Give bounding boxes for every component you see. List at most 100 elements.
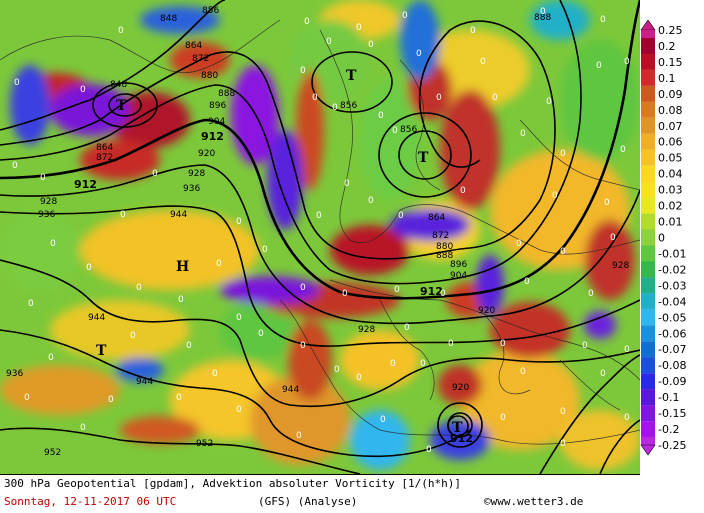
zero-marker: 0 — [448, 339, 454, 349]
legend-label: -0.1 — [658, 391, 679, 404]
contour-label: 872 — [432, 231, 449, 241]
legend-label: 0 — [658, 232, 665, 245]
pressure-centers: T T T H T T 912 — [96, 68, 473, 445]
zero-marker: 0 — [480, 57, 486, 67]
contour-label: 856 — [202, 6, 219, 16]
contour-label: 864 — [428, 213, 445, 223]
zero-marker: 0 — [546, 97, 552, 107]
contour-label: 864 — [185, 41, 202, 51]
legend-label: -0.01 — [658, 248, 686, 261]
contour-label-group: 848 856 864 872 880 888 896 904 912 920 … — [6, 6, 629, 458]
high-center: H — [176, 259, 189, 275]
contour-label: 944 — [282, 385, 299, 395]
zero-marker: 0 — [368, 40, 374, 50]
legend-swatch — [641, 229, 655, 246]
legend-swatch — [641, 261, 655, 278]
zero-marker: 0 — [86, 263, 92, 273]
contour-label: 880 — [436, 242, 453, 252]
vorticity-advection-field — [0, 0, 640, 470]
zero-marker: 0 — [356, 373, 362, 383]
zero-marker: 0 — [398, 211, 404, 221]
contour-label: 920 — [198, 149, 215, 159]
legend-label: 0.1 — [658, 72, 676, 85]
color-scale-legend: 0.25 0.2 0.15 0.1 0.09 0.08 0.07 0.06 0.05 0.04 0.… — [640, 19, 686, 456]
zero-marker: 0 — [108, 395, 114, 405]
zero-marker: 0 — [130, 331, 136, 341]
contour-label: 920 — [478, 306, 495, 316]
legend-label: -0.15 — [658, 407, 686, 420]
low-center-ring — [447, 415, 469, 437]
copyright: ©www.wetter3.de — [484, 495, 584, 508]
legend-swatch — [641, 373, 655, 390]
zero-marker: 0 — [300, 66, 306, 76]
zero-marker: 0 — [216, 259, 222, 269]
zero-marker: 0 — [312, 93, 318, 103]
zero-marker: 0 — [520, 367, 526, 377]
legend-swatch — [641, 30, 655, 38]
map-footer: 300 hPa Geopotential [gpdam], Advektion … — [0, 474, 640, 513]
legend-swatch — [641, 165, 655, 182]
zero-marker: 0 — [540, 7, 546, 17]
zero-marker: 0 — [316, 211, 322, 221]
zero-marker: 0 — [624, 345, 630, 355]
zero-marker: 0 — [40, 173, 46, 183]
contour-label: 936 — [6, 369, 23, 379]
zero-marker: 0 — [300, 283, 306, 293]
zero-marker: 0 — [332, 103, 338, 113]
low-center: T — [346, 68, 357, 84]
coastlines — [0, 19, 640, 445]
zero-marker: 0 — [524, 277, 530, 287]
zero-marker: 0 — [624, 57, 630, 67]
legend-swatch — [641, 213, 655, 230]
zero-markers: 0 0 0 0 0 0 0 0 0 0 0 0 0 0 0 0 0 0 0 0 0 0 0 0 0 0 0 0 0 0 0 0 0 0 0 0 0 0 0 0… — [12, 7, 630, 455]
contour-label: 856 — [400, 125, 417, 135]
zero-marker: 0 — [560, 149, 566, 159]
contour-label: 904 — [208, 117, 225, 127]
contour-label: 912 — [420, 285, 443, 298]
zero-marker: 0 — [236, 313, 242, 323]
legend-label: 0.15 — [658, 56, 683, 69]
zero-marker: 0 — [582, 341, 588, 351]
contour-label: 952 — [44, 448, 61, 458]
zero-marker: 0 — [596, 61, 602, 71]
legend-swatch — [641, 133, 655, 150]
legend-label: 0.07 — [658, 120, 683, 133]
zero-marker: 0 — [604, 198, 610, 208]
legend-label: -0.05 — [658, 311, 686, 324]
zero-marker: 0 — [610, 233, 616, 243]
contour-label: 872 — [96, 153, 113, 163]
contour-label: 928 — [40, 197, 57, 207]
zero-marker: 0 — [258, 329, 264, 339]
legend-label: -0.03 — [658, 279, 686, 292]
legend-label: -0.06 — [658, 327, 686, 340]
legend-swatch — [641, 437, 655, 445]
legend-label: 0.02 — [658, 200, 683, 213]
legend-label: -0.08 — [658, 359, 686, 372]
contour-label: 928 — [358, 325, 375, 335]
zero-marker: 0 — [520, 129, 526, 139]
legend-swatch — [641, 197, 655, 214]
zero-marker: 0 — [560, 439, 566, 449]
legend-swatch — [641, 277, 655, 294]
low-center: T — [418, 150, 429, 166]
zero-marker: 0 — [600, 369, 606, 379]
legend-swatch — [641, 309, 655, 326]
contour-label: 936 — [183, 184, 200, 194]
legend-label: 0.01 — [658, 216, 683, 229]
zero-marker: 0 — [24, 393, 30, 403]
zero-marker: 0 — [118, 26, 124, 36]
contour-label: 920 — [452, 383, 469, 393]
zero-marker: 0 — [342, 289, 348, 299]
zero-marker: 0 — [12, 161, 18, 171]
zero-marker: 0 — [560, 247, 566, 257]
contour-label: 848 — [160, 14, 177, 24]
legend-label: 0.03 — [658, 184, 683, 197]
contour-label: 872 — [192, 54, 209, 64]
zero-marker: 0 — [344, 179, 350, 189]
contour-label: 848 — [110, 80, 127, 90]
zero-marker: 0 — [440, 289, 446, 299]
legend-swatch — [641, 245, 655, 262]
zero-marker: 0 — [588, 289, 594, 299]
zero-marker: 0 — [178, 295, 184, 305]
zero-marker: 0 — [624, 413, 630, 423]
